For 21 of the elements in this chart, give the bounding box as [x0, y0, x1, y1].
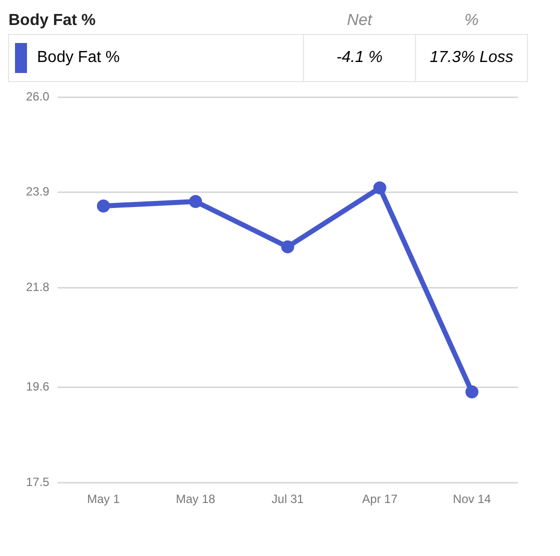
point [373, 181, 386, 194]
point [189, 194, 202, 208]
text: % [463, 11, 480, 31]
x-tick-label: May 1 [87, 492, 120, 506]
y-tick-label: 23.9 [26, 184, 50, 199]
x-tick-label: May 18 [176, 492, 216, 506]
text: Net [346, 11, 374, 31]
y-tick-label: 17.5 [26, 474, 50, 489]
text: -4.1 % [304, 34, 416, 82]
point [281, 240, 294, 254]
y-tick-label: 21.8 [26, 280, 50, 294]
x-tick-label: Nov 14 [452, 492, 492, 506]
y-tick-label: 26.0 [26, 90, 50, 104]
y-tick-label: 19.6 [26, 380, 50, 394]
point [96, 200, 110, 213]
x-tick-label: Jul 31 [272, 492, 304, 506]
chart-title: Body Fat % [8, 11, 97, 31]
text: 17.3% Loss [416, 34, 528, 82]
x-tick-label: Apr 17 [362, 492, 398, 506]
point [465, 385, 478, 398]
legend-label: Body Fat % [37, 49, 120, 67]
